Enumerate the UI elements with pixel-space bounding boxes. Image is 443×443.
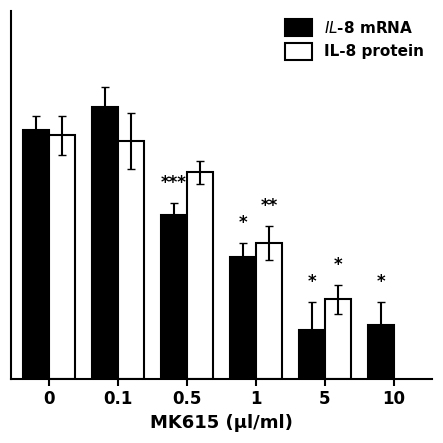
Bar: [325, 299, 351, 378]
Bar: [92, 107, 118, 378]
Text: *: *: [307, 273, 316, 291]
X-axis label: MK615 (μl/ml): MK615 (μl/ml): [150, 414, 293, 432]
Legend: $\mathit{IL}$-8 mRNA, IL-8 protein: $\mathit{IL}$-8 mRNA, IL-8 protein: [284, 19, 424, 60]
Bar: [118, 141, 144, 378]
Bar: [230, 257, 256, 378]
Bar: [23, 130, 49, 378]
Bar: [187, 172, 213, 378]
Bar: [368, 325, 394, 378]
Text: *: *: [239, 214, 247, 232]
Text: ***: ***: [161, 174, 187, 192]
Bar: [299, 330, 325, 378]
Bar: [256, 243, 282, 378]
Text: **: **: [260, 197, 278, 214]
Text: *: *: [377, 273, 385, 291]
Text: *: *: [334, 256, 342, 274]
Bar: [161, 214, 187, 378]
Bar: [49, 136, 75, 378]
